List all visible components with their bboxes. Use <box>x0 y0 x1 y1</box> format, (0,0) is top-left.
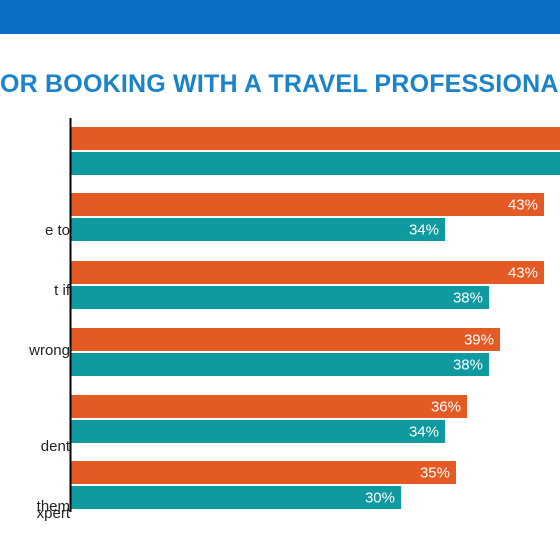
data-label-series2-row6: 30% <box>365 490 395 507</box>
bar-series1-row1 <box>71 127 560 150</box>
bar-series1-row5 <box>71 395 467 418</box>
data-label-series1-row6: 35% <box>420 465 450 482</box>
data-label-series2-row4: 38% <box>453 357 483 374</box>
data-label-series2-row3: 38% <box>453 290 483 307</box>
bar-series2-row3 <box>71 286 489 309</box>
data-label-series1-row2: 43% <box>508 197 538 214</box>
bar-series1-row3 <box>71 261 544 284</box>
category-label-2: e to t if wrong <box>0 181 70 381</box>
bar-series2-row2 <box>71 218 445 241</box>
category-label-line: xpert <box>36 505 70 522</box>
category-label-line: t if <box>54 282 70 299</box>
data-label-series2-row2: 34% <box>409 222 439 239</box>
bar-series2-row1 <box>71 152 560 175</box>
bar-series1-row6 <box>71 461 456 484</box>
header-bar <box>0 0 560 34</box>
bar-series2-row5 <box>71 420 445 443</box>
data-label-series1-row4: 39% <box>464 332 494 349</box>
category-label-5: dent them <box>0 397 70 537</box>
data-label-series1-row5: 36% <box>431 399 461 416</box>
bar-series2-row4 <box>71 353 489 376</box>
category-label-line: wrong <box>29 342 70 359</box>
bar-series1-row2 <box>71 193 544 216</box>
category-label-line: dent <box>40 438 70 455</box>
data-label-series1-row3: 43% <box>508 265 538 282</box>
chart-title: OR BOOKING WITH A TRAVEL PROFESSIONAL <box>0 70 560 98</box>
bar-series1-row4 <box>71 328 500 351</box>
category-label-6: xpert <box>0 464 70 544</box>
bar-series2-row6 <box>71 486 401 509</box>
category-label-line: them <box>32 498 70 515</box>
category-label-line: e to <box>44 222 70 239</box>
data-label-series2-row5: 34% <box>409 424 439 441</box>
